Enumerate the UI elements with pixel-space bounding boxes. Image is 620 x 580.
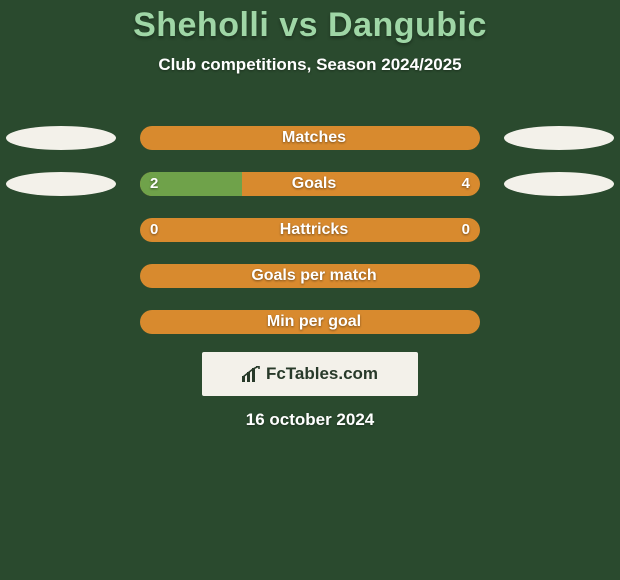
comparison-canvas: Sheholli vs Dangubic Club competitions, … <box>0 0 620 580</box>
player-right-marker <box>504 172 614 196</box>
stat-bar-left-fill <box>140 172 242 196</box>
logo: FcTables.com <box>242 364 378 384</box>
stat-bar <box>140 264 480 288</box>
logo-text: FcTables.com <box>266 364 378 384</box>
player-left-marker <box>6 172 116 196</box>
stat-bar <box>140 172 480 196</box>
logo-box: FcTables.com <box>202 352 418 396</box>
stat-bar <box>140 310 480 334</box>
stat-row: Hattricks00 <box>0 218 620 242</box>
bars-icon <box>242 366 262 382</box>
stat-bar <box>140 218 480 242</box>
stat-row: Matches <box>0 126 620 150</box>
player-left-marker <box>6 126 116 150</box>
stat-row: Goals per match <box>0 264 620 288</box>
season-subtitle: Club competitions, Season 2024/2025 <box>0 55 620 75</box>
stats-rows: Matches Goals24 Hattricks00 Goals per match… <box>0 126 620 356</box>
stat-bar <box>140 126 480 150</box>
stat-row: Goals24 <box>0 172 620 196</box>
stat-row: Min per goal <box>0 310 620 334</box>
snapshot-date: 16 october 2024 <box>0 410 620 430</box>
page-title: Sheholli vs Dangubic <box>0 0 620 45</box>
player-right-marker <box>504 126 614 150</box>
